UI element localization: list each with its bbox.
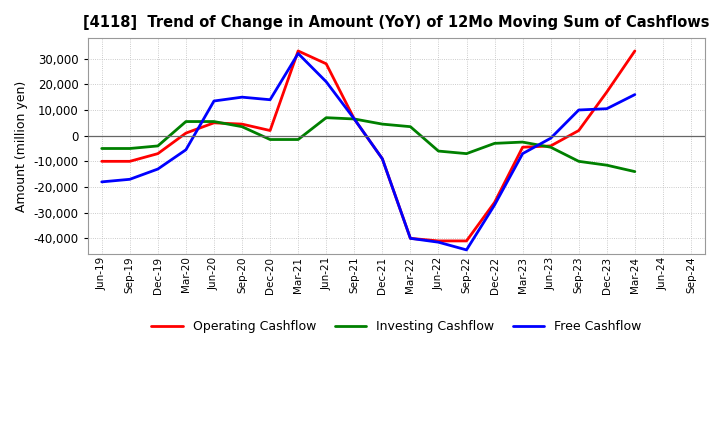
Free Cashflow <box>406 236 415 241</box>
Operating Cashflow <box>350 116 359 121</box>
Title: [4118]  Trend of Change in Amount (YoY) of 12Mo Moving Sum of Cashflows: [4118] Trend of Change in Amount (YoY) o… <box>83 15 710 30</box>
Operating Cashflow <box>294 48 302 54</box>
Operating Cashflow <box>434 238 443 244</box>
Investing Cashflow <box>97 146 106 151</box>
Operating Cashflow <box>518 145 527 150</box>
Operating Cashflow <box>546 143 555 149</box>
Investing Cashflow <box>238 124 246 129</box>
Operating Cashflow <box>462 238 471 244</box>
Operating Cashflow <box>603 89 611 95</box>
Investing Cashflow <box>406 124 415 129</box>
Free Cashflow <box>575 107 583 113</box>
Free Cashflow <box>546 136 555 141</box>
Investing Cashflow <box>462 151 471 156</box>
Free Cashflow <box>210 99 218 104</box>
Line: Free Cashflow: Free Cashflow <box>102 54 635 250</box>
Operating Cashflow <box>153 151 162 156</box>
Investing Cashflow <box>322 115 330 120</box>
Investing Cashflow <box>294 137 302 142</box>
Operating Cashflow <box>575 128 583 133</box>
Free Cashflow <box>518 151 527 156</box>
Investing Cashflow <box>631 169 639 174</box>
Operating Cashflow <box>266 128 274 133</box>
Free Cashflow <box>462 247 471 253</box>
Free Cashflow <box>153 166 162 172</box>
Operating Cashflow <box>406 236 415 241</box>
Operating Cashflow <box>378 156 387 161</box>
Investing Cashflow <box>350 116 359 121</box>
Free Cashflow <box>631 92 639 97</box>
Investing Cashflow <box>434 148 443 154</box>
Legend: Operating Cashflow, Investing Cashflow, Free Cashflow: Operating Cashflow, Investing Cashflow, … <box>146 315 647 338</box>
Free Cashflow <box>294 51 302 56</box>
Free Cashflow <box>97 179 106 184</box>
Free Cashflow <box>238 95 246 100</box>
Free Cashflow <box>434 239 443 245</box>
Line: Investing Cashflow: Investing Cashflow <box>102 117 635 172</box>
Free Cashflow <box>322 79 330 84</box>
Free Cashflow <box>350 116 359 121</box>
Free Cashflow <box>181 147 190 152</box>
Investing Cashflow <box>575 159 583 164</box>
Investing Cashflow <box>546 145 555 150</box>
Operating Cashflow <box>490 200 499 205</box>
Investing Cashflow <box>210 119 218 124</box>
Operating Cashflow <box>322 61 330 66</box>
Free Cashflow <box>603 106 611 111</box>
Operating Cashflow <box>181 130 190 136</box>
Operating Cashflow <box>238 121 246 127</box>
Free Cashflow <box>125 177 134 182</box>
Operating Cashflow <box>97 159 106 164</box>
Operating Cashflow <box>125 159 134 164</box>
Investing Cashflow <box>490 141 499 146</box>
Investing Cashflow <box>518 139 527 145</box>
Free Cashflow <box>266 97 274 103</box>
Investing Cashflow <box>378 121 387 127</box>
Investing Cashflow <box>125 146 134 151</box>
Operating Cashflow <box>631 48 639 54</box>
Line: Operating Cashflow: Operating Cashflow <box>102 51 635 241</box>
Investing Cashflow <box>153 143 162 149</box>
Investing Cashflow <box>266 137 274 142</box>
Investing Cashflow <box>181 119 190 124</box>
Free Cashflow <box>378 156 387 161</box>
Free Cashflow <box>490 202 499 208</box>
Investing Cashflow <box>603 162 611 168</box>
Operating Cashflow <box>210 120 218 125</box>
Y-axis label: Amount (million yen): Amount (million yen) <box>15 81 28 212</box>
